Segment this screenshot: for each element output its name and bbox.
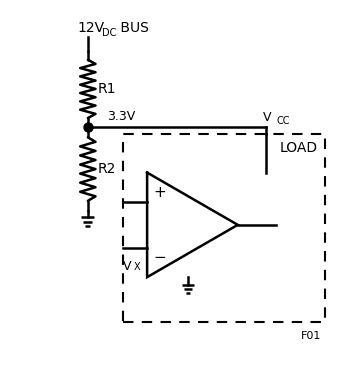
Text: 12V: 12V: [77, 21, 105, 35]
Text: R1: R1: [98, 82, 116, 96]
Text: DC: DC: [103, 28, 117, 38]
Text: BUS: BUS: [117, 21, 149, 35]
Text: R2: R2: [98, 162, 116, 176]
Text: +: +: [153, 185, 166, 200]
Text: V: V: [123, 260, 131, 273]
Text: LOAD: LOAD: [280, 141, 318, 155]
Text: V: V: [263, 111, 271, 124]
Text: X: X: [134, 262, 140, 272]
Bar: [123, 134, 325, 323]
Text: CC: CC: [277, 116, 290, 126]
Text: 3.3V: 3.3V: [107, 110, 135, 123]
Text: −: −: [153, 250, 166, 264]
Text: F01: F01: [301, 331, 321, 341]
